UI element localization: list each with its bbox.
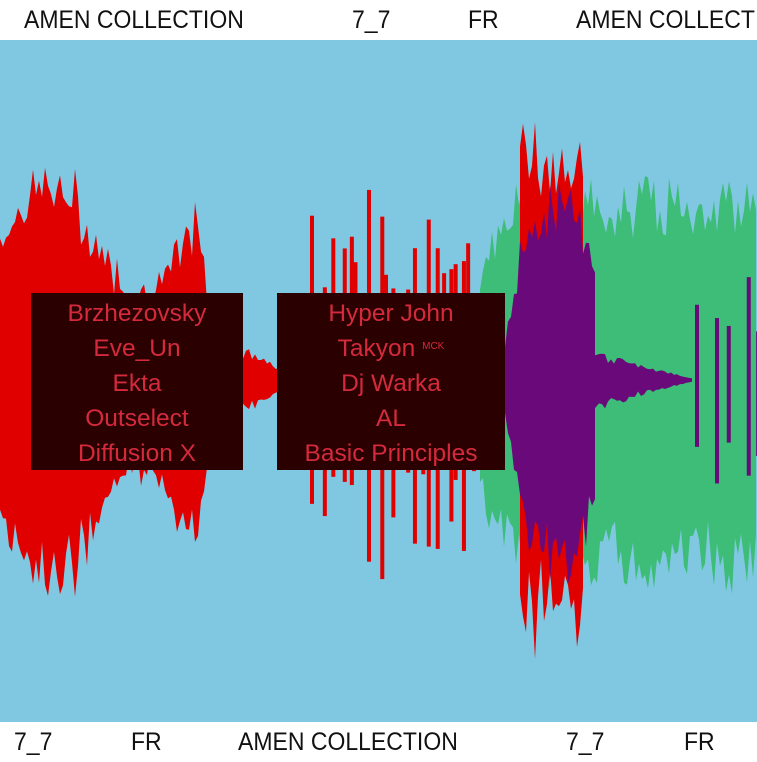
artist-name: Diffusion X: [77, 440, 197, 467]
lineup-box-right: Hyper John Takyon MCK Dj Warka AL Basic …: [277, 293, 505, 470]
marquee-text: AMEN COLLECTION: [24, 6, 244, 34]
marquee-text: AMEN COLLECTION: [576, 6, 757, 34]
lineup-box-left: Brzhezovsky Eve_Un Ekta Outselect Diffus…: [31, 293, 243, 470]
marquee-text: FR: [468, 6, 499, 34]
top-marquee: AMEN COLLECTION 7_7 FR AMEN COLLECTION: [0, 0, 757, 40]
marquee-text: 7_7: [14, 728, 53, 756]
artist-name: Brzhezovsky: [67, 300, 207, 327]
purple-waveform-tail: [590, 353, 692, 411]
purple-spike: [726, 325, 731, 443]
marquee-text: FR: [131, 728, 162, 756]
artist-name: Outselect: [85, 405, 189, 432]
marquee-text: AMEN COLLECTION: [238, 728, 458, 756]
artist-name: Hyper John: [328, 300, 454, 327]
artist-tag: MCK: [422, 341, 445, 352]
artist-name: Basic Principles: [304, 440, 478, 467]
marquee-text: 7_7: [566, 728, 605, 756]
artist-name: AL: [376, 405, 406, 432]
purple-spike: [746, 277, 751, 476]
marquee-text: 7_7: [352, 6, 391, 34]
purple-spike: [695, 304, 699, 447]
artist-name: Ekta: [112, 370, 162, 397]
purple-waveform: [505, 183, 595, 584]
artist-name: Dj Warka: [341, 370, 441, 397]
artist-name: Eve_Un: [93, 335, 181, 362]
waveform-artwork: Brzhezovsky Eve_Un Ekta Outselect Diffus…: [0, 40, 757, 722]
bottom-marquee: 7_7 FR AMEN COLLECTION 7_7 FR: [0, 722, 757, 762]
artist-name: Takyon: [337, 335, 416, 362]
purple-spike: [715, 318, 720, 484]
marquee-text: FR: [684, 728, 715, 756]
